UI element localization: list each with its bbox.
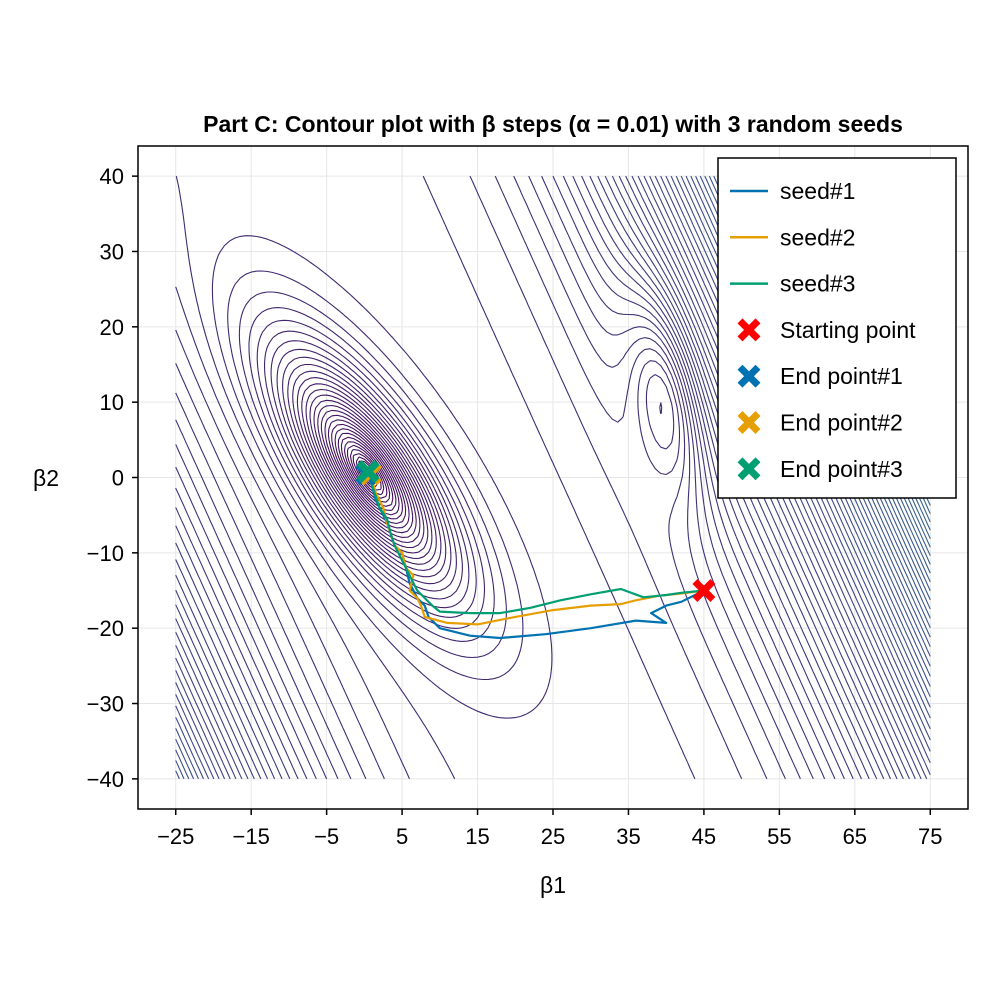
x-tick-label: −15 — [233, 824, 270, 849]
contour-level — [324, 414, 414, 534]
contour-level — [287, 363, 452, 585]
y-tick-label: −10 — [87, 541, 124, 566]
contour-level — [211, 235, 663, 719]
y-tick-label: 0 — [112, 466, 124, 491]
y-tick-label: −40 — [87, 767, 124, 792]
legend-marker-end-point-1-stroke-b — [737, 364, 761, 388]
legend-label-seed-2: seed#2 — [780, 224, 855, 250]
point-markers — [355, 459, 716, 602]
contour-level — [305, 388, 433, 560]
contour-level — [282, 356, 457, 592]
x-tick-label: 25 — [541, 824, 565, 849]
legend: seed#1 seed#2 seed#3 Starting point End poin… — [717, 157, 957, 499]
legend-marker-end-point-1 — [737, 364, 761, 388]
marker-end-point-3-stroke-b — [356, 459, 380, 483]
legend-label-starting-point: Starting point — [780, 317, 916, 343]
legend-marker-starting-point — [737, 318, 761, 342]
axes: −25 −15 −5 5 15 25 35 45 55 65 75 −40 −30 −20 −10 0 10 20… — [87, 164, 943, 849]
x-tick-label: 35 — [616, 824, 640, 849]
x-tick-label: 55 — [767, 824, 791, 849]
contour-level — [175, 175, 836, 780]
x-tick-label: 15 — [465, 824, 489, 849]
contour-level — [175, 175, 786, 780]
y-tick-label: −20 — [87, 616, 124, 641]
contour-level — [263, 330, 477, 618]
contour-level — [175, 175, 826, 780]
legend-label-seed-3: seed#3 — [780, 271, 855, 297]
y-axis-label: β2 — [33, 465, 59, 491]
legend-label-end-point-3: End point#3 — [780, 456, 903, 482]
y-tick-label: 40 — [100, 164, 124, 189]
contour-level — [340, 436, 397, 511]
legend-label-end-point-2: End point#2 — [780, 410, 903, 436]
contour-level — [175, 175, 845, 780]
legend-marker-end-point-2-stroke-b — [737, 411, 761, 434]
legend-label-seed-1: seed#1 — [780, 178, 855, 204]
contour-level — [175, 175, 801, 780]
contour-level — [331, 423, 407, 525]
x-tick-label: −5 — [314, 824, 339, 849]
x-tick-label: 5 — [396, 824, 408, 849]
x-tick-label: 45 — [692, 824, 716, 849]
contour-level — [175, 175, 696, 780]
legend-box — [717, 157, 957, 499]
x-axis-label: β1 — [540, 872, 566, 898]
descent-paths — [365, 471, 705, 640]
y-tick-label: −30 — [87, 692, 124, 717]
y-tick-label: 10 — [100, 390, 124, 415]
legend-marker-end-point-2 — [737, 411, 761, 434]
legend-marker-end-point-3 — [737, 457, 761, 481]
contour-level — [175, 175, 743, 780]
contour-level — [256, 319, 486, 629]
contour-level — [238, 291, 507, 659]
contour-level — [227, 270, 524, 681]
contour-level — [296, 377, 442, 571]
contour-level — [248, 307, 495, 642]
x-tick-label: 65 — [843, 824, 867, 849]
contour-level — [317, 404, 421, 544]
legend-marker-starting-point-stroke-b — [737, 318, 761, 342]
contour-level — [320, 409, 417, 538]
contour-level — [276, 348, 463, 600]
x-tick-label: 75 — [918, 824, 942, 849]
contour-level — [327, 419, 410, 529]
contour-level — [270, 340, 470, 609]
chart-title: Part C: Contour plot with β steps (α = 0… — [203, 111, 903, 137]
x-tick-label: −25 — [157, 824, 194, 849]
contour-level — [292, 370, 447, 578]
legend-label-end-point-1: End point#1 — [780, 363, 903, 389]
marker-starting-point — [692, 579, 716, 602]
marker-starting-point-stroke-b — [692, 579, 716, 602]
y-tick-label: 30 — [100, 239, 124, 264]
contour-level — [175, 175, 814, 780]
contour-level — [301, 383, 437, 565]
y-tick-label: 20 — [100, 315, 124, 340]
series-line-seed#3 — [367, 471, 705, 615]
contour-level — [309, 394, 429, 554]
marker-end-point-3 — [356, 459, 380, 483]
contour-level — [175, 175, 768, 780]
legend-marker-end-point-3-stroke-b — [737, 457, 761, 481]
